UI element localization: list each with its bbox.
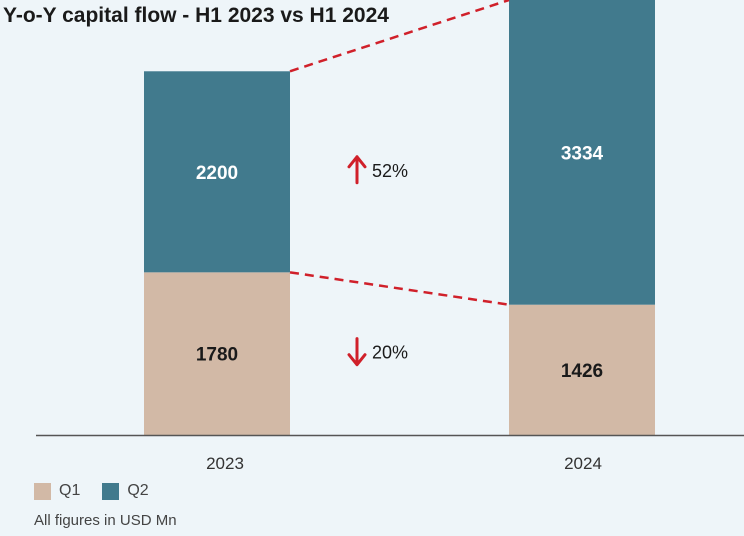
data-label-q2-2023: 2200 <box>196 163 238 184</box>
connector-q1 <box>289 271 510 306</box>
data-label-q2-2024: 3334 <box>561 143 604 164</box>
data-label-q1-2024: 1426 <box>561 361 603 382</box>
arrow-down-icon <box>347 337 367 367</box>
connector-q2 <box>289 0 510 73</box>
bar-q2-2024 <box>509 0 655 305</box>
data-label-q1-2023: 1780 <box>196 345 238 366</box>
bar-q1-2023 <box>144 272 290 435</box>
legend: Q1 Q2 <box>34 482 171 500</box>
bar-q2-2023 <box>144 71 290 273</box>
x-tick-label-2023: 2023 <box>206 454 244 473</box>
bar-q1-2024 <box>509 304 655 435</box>
legend-item-q2: Q2 <box>102 482 149 500</box>
legend-swatch-q1 <box>34 482 51 500</box>
legend-item-q1: Q1 <box>34 482 80 500</box>
change-label-q2: 52% <box>372 161 408 181</box>
chart-title: Y-o-Y capital flow - H1 2023 vs H1 2024 <box>3 4 389 27</box>
change-label-q1: 20% <box>372 343 408 363</box>
units-note: All figures in USD Mn <box>34 512 177 529</box>
x-tick-label-2024: 2024 <box>564 454 602 473</box>
legend-label-q2: Q2 <box>127 482 149 499</box>
arrow-up-icon <box>347 155 367 185</box>
legend-label-q1: Q1 <box>59 482 81 499</box>
legend-swatch-q2 <box>102 482 120 500</box>
